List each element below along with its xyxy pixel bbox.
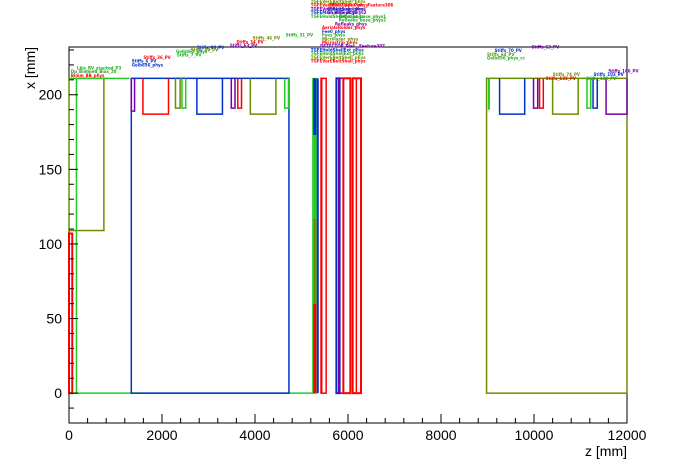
stiffener-notch [181,78,187,109]
volume-label: TGFEVerEBeltShell_phys [311,59,366,64]
volume-label: TGFEVerEBeltUpper_phys [311,3,369,8]
stiffener-notch [532,78,539,109]
volume-outline [68,77,105,232]
volume-label: Fee0_phys [322,29,346,34]
volume-label: Stiffs_103_PV [594,72,625,77]
volume-fill [313,303,317,394]
stiffener-notch [196,78,224,115]
volume-label: Gelb865_phys [176,49,208,54]
volume-fill [313,78,317,136]
volume-label: Stiffs_7_PV [177,53,203,58]
x-tick-label: 4000 [239,427,270,443]
y-tick-label: 100 [39,236,63,252]
stiffener-notch [174,78,181,109]
y-tick-label: 0 [54,385,62,401]
stiffener-notch [249,78,277,115]
volume-label: DETECTOR_Piec__Feature306 [328,3,393,8]
volume-outline [342,77,352,395]
volume-label: TGFEVerEBeltShell_phys [311,0,366,4]
stiffener-notch [230,78,236,109]
y-tick-label: 200 [39,87,63,103]
volume-label: Stiffs_74_PV [553,72,581,77]
volume-label: Refleaks_phys [335,21,368,26]
volume-label: Dp_Bimmed_Bias_20 [71,69,117,74]
volume-label: Refleaks_base_phys1 [339,14,387,19]
volume-label: Stiffs_08_PV [197,45,225,50]
detector-outlines [68,77,628,395]
volume-label: Stiffs_31_PV [286,33,314,38]
stiffener-notch [586,78,592,109]
volume-label: Gelb856_phys_cc [487,56,526,61]
x-tick-label: 12000 [608,427,647,443]
y-axis-title: x [mm] [22,47,38,89]
volume-label: Microlaser_phys [322,36,359,41]
stiffener-notch [551,78,579,115]
y-tick-label: 50 [46,311,62,327]
volume-label: TGFEVerEBeltSupp_phys [311,6,367,11]
stiffener-notch [284,78,290,109]
volume-fill [313,135,317,219]
stiffener-notch [538,78,545,109]
volume-label: Refleaks_base_phys2 [339,18,387,23]
x-axis-title: z [mm] [585,443,627,459]
stiffener-notch [130,78,136,112]
volume-labels: Lbis_BV_stacked_P3Dp_Bimmed_Bias_20Bimm_… [71,0,640,81]
volume-label: TGFEHoldShellExt_phys [311,14,365,19]
volume-label: Gelb856_phys [132,62,164,67]
volume-outline [68,232,74,395]
volume-label: Stiffs_63_PV [230,43,258,48]
volume-label: Stiffs_70_PV [494,48,522,53]
volume-label: Stiffs_46_PV [253,36,281,41]
volume-outline [130,77,290,394]
volume-label: Stiffs_6_PV [132,59,158,64]
volume-label: TGFEVerEBeltShell_phys [311,55,366,60]
stiffener-notch [592,78,598,109]
stiffener-notch [498,78,526,115]
volume-label: Lbis_BV_stacked_P3 [77,65,122,70]
volume-label: TGFEMain_HFE_phys [311,10,358,15]
volume-label: DETECTOR_Piec__Feature307 [320,44,385,49]
volume-label: Stiffs_34_PV [236,39,264,44]
volume-label: Ghalopeak_phys2 [327,10,367,15]
volume-label: Bimm_BB_phys [71,73,105,78]
volume-outline [320,77,327,394]
volume-label: Stiffs_133_PV [546,76,577,81]
x-tick-label: 8000 [425,427,456,443]
volume-label: Stiffs_166_PV [608,68,639,73]
stiffener-notch [237,78,243,109]
volume-label: Ghalopeak_phys [327,6,364,11]
volume-label: Microstrip_phys [322,40,358,45]
volume-label: Stiffs_36_PV [143,55,171,60]
volume-label: TGFEHoldShellExt_phys [311,51,365,56]
stiffener-notch [142,78,170,115]
volume-label: Stiffs_64_PV [487,52,515,57]
volume-label: Stiffs_63_PV [532,44,560,49]
stiffener-notch [605,78,628,115]
volume-outline [485,77,628,394]
volume-label: TGFEHoldShellExt_phys [311,47,365,52]
x-tick-label: 6000 [332,427,363,443]
volume-label: Fees_phys [322,33,346,38]
axes: 0 2000 4000 6000 8000 10000 12000 0 50 100 150 200 [39,49,647,443]
volume-label: AerialsHolder_phys [322,25,366,30]
x-tick-label: 0 [65,427,73,443]
x-tick-label: 2000 [146,427,177,443]
volume-label: Stiffs_09_PV [191,47,219,52]
y-tick-label: 150 [39,161,63,177]
volume-fill [313,218,317,304]
x-tick-label: 10000 [515,427,554,443]
volume-label: Stiffs_132_PV [586,76,617,81]
